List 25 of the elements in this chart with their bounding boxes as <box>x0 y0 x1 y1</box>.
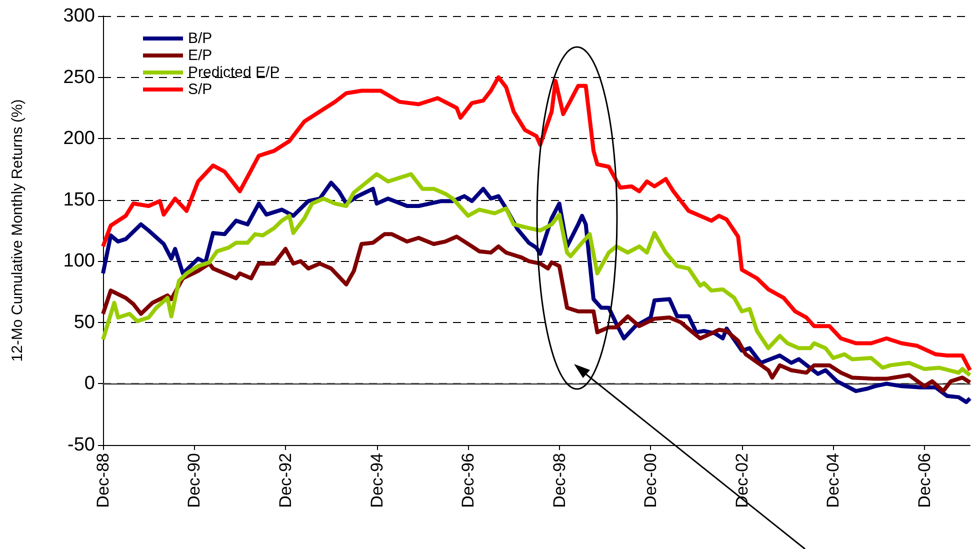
y-tick-label: 300 <box>63 6 95 26</box>
line-series <box>101 232 972 394</box>
y-tick-label: 0 <box>84 373 95 394</box>
y-tick-label: 50 <box>74 312 95 333</box>
x-tick-label: Dec-96 <box>458 453 478 508</box>
legend-label: B/P <box>188 30 212 47</box>
legend-label: E/P <box>188 47 212 64</box>
y-axis-title: 12-Mo Cumulative Monthly Returns (%) <box>9 99 26 362</box>
x-tick-label: Dec-90 <box>184 453 204 508</box>
y-tick-label: 100 <box>63 250 95 272</box>
y-tick-label: -50 <box>68 434 95 456</box>
x-tick-label: Dec-88 <box>94 453 112 508</box>
x-tick-label: Dec-92 <box>276 453 296 508</box>
line-series <box>101 172 972 378</box>
legend-label: Predicted E/P <box>188 64 280 81</box>
x-tick-label: Dec-00 <box>641 453 660 508</box>
y-tick-label: 250 <box>63 66 95 88</box>
y-tick-label: 200 <box>63 128 95 150</box>
x-tick-label: Dec-06 <box>914 453 934 508</box>
y-tick-label: 150 <box>63 189 95 210</box>
x-tick-label: Dec-02 <box>732 453 752 508</box>
x-tick-label: Dec-94 <box>367 453 386 508</box>
x-tick-label: Dec-04 <box>824 453 843 508</box>
x-tick-label: Dec-98 <box>550 453 569 508</box>
legend-label: S/P <box>188 81 212 98</box>
